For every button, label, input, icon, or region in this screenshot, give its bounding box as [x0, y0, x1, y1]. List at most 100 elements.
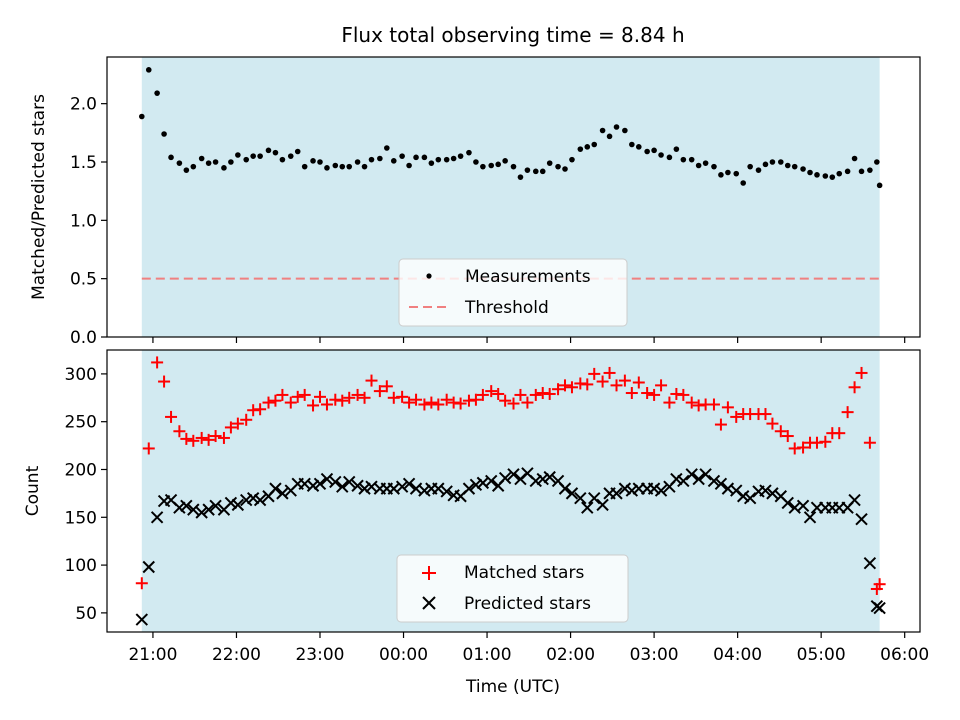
predicted-star-point — [329, 475, 342, 489]
measurement-point — [339, 163, 346, 170]
top-y-tick-label: 1.5 — [70, 153, 97, 173]
measurement-point — [635, 144, 642, 150]
measurement-point — [324, 165, 330, 171]
measurement-point — [532, 168, 539, 175]
matched-star-point — [485, 385, 498, 398]
predicted-star-point — [440, 485, 453, 498]
matched-star-point — [217, 431, 230, 444]
measurement-point — [413, 154, 419, 161]
measurement-point — [450, 155, 457, 162]
top-axes-frame — [106, 56, 921, 338]
legend-predicted-marker — [422, 596, 436, 610]
measurement-point — [361, 163, 368, 170]
measurement-point — [666, 154, 673, 161]
predicted-star-point — [796, 499, 810, 513]
matched-star-point — [432, 398, 445, 411]
measurement-point — [740, 180, 747, 186]
predicted-star-point — [343, 475, 356, 489]
predicted-star-point — [246, 491, 260, 505]
measurement-point — [161, 131, 167, 137]
predicted-star-point — [670, 472, 683, 486]
measurement-point — [443, 156, 450, 163]
measurement-point — [287, 153, 294, 159]
measurement-point — [858, 168, 865, 175]
measurement-point — [762, 161, 769, 168]
matched-star-point — [610, 379, 623, 392]
matched-star-point — [714, 418, 727, 431]
matched-star-point — [863, 436, 876, 449]
legend-matched-label: Matched stars — [464, 563, 584, 583]
measurement-point — [680, 156, 687, 163]
matched-star-point — [440, 393, 453, 406]
matched-star-point — [240, 413, 253, 426]
measurement-point — [651, 147, 657, 154]
matched-star-point — [284, 396, 297, 409]
measurement-point — [301, 163, 308, 170]
predicted-star-point — [209, 499, 222, 513]
matched-star-point — [603, 366, 616, 379]
predicted-star-point — [647, 482, 661, 495]
predicted-star-point — [699, 468, 712, 481]
bottom-y-ticks: 50 100 150 200 250 300 — [65, 365, 107, 624]
measurement-point — [279, 156, 286, 163]
matched-star-point — [663, 396, 676, 409]
predicted-star-point — [336, 480, 349, 493]
matched-star-point — [313, 390, 326, 403]
matched-star-point — [231, 417, 244, 430]
measurement-point — [257, 153, 263, 159]
measurement-point — [272, 149, 279, 156]
measurement-point — [198, 155, 205, 162]
matched-star-point — [707, 398, 720, 411]
measurement-point — [205, 160, 212, 166]
predicted-star-point — [462, 482, 476, 495]
predicted-star-point — [781, 496, 794, 510]
predicted-star-point — [173, 501, 186, 514]
matched-star-point — [507, 397, 520, 410]
matched-star-point — [151, 356, 164, 369]
matched-star-point — [187, 434, 200, 447]
matched-star-point — [781, 430, 794, 443]
predicted-star-point — [625, 484, 639, 497]
predicted-star-point — [224, 496, 238, 510]
measurement-point — [584, 144, 591, 150]
x-tick-label: 23:00 — [295, 645, 344, 665]
matched-star-point — [276, 388, 289, 401]
measurement-point — [384, 145, 390, 151]
predicted-star-point — [743, 491, 757, 505]
predicted-star-point — [142, 560, 155, 574]
matched-star-point — [848, 381, 861, 394]
measurement-point — [228, 159, 234, 165]
matched-star-point — [552, 383, 565, 396]
predicted-star-point — [581, 501, 594, 514]
matched-star-point — [819, 435, 832, 448]
bottom-y-tick-label: 50 — [75, 604, 97, 624]
matched-star-point — [476, 388, 489, 401]
measurement-point — [390, 158, 397, 164]
top-y-tick-label: 1.0 — [70, 211, 97, 231]
x-axis-label: Time (UTC) — [465, 677, 560, 697]
measurement-point — [876, 182, 883, 189]
bottom-x-ticks: 21:00 22:00 23:00 00:00 01:00 02:00 03:00 04:00… — [128, 632, 929, 665]
matched-star-point — [543, 387, 556, 400]
predicted-star-point — [677, 474, 690, 488]
predicted-star-point — [253, 493, 267, 507]
top-y-tick-label: 0.0 — [70, 328, 97, 348]
matched-star-point — [380, 380, 393, 393]
matched-star-point — [766, 417, 779, 430]
predicted-star-point — [736, 490, 750, 503]
top-y-tick-label: 0.5 — [70, 270, 97, 290]
predicted-star-point — [714, 477, 728, 491]
top-y-label: Matched/Predicted stars — [29, 94, 49, 300]
measurement-point — [221, 165, 227, 171]
predicted-star-point — [692, 472, 705, 486]
measurement-point — [406, 162, 412, 169]
measurement-point — [829, 174, 836, 180]
measurement-point — [613, 124, 620, 130]
measurement-point — [154, 90, 160, 96]
matched-star-point — [202, 433, 215, 446]
legend-matched-marker — [422, 566, 436, 580]
matched-star-point — [209, 430, 222, 443]
matched-star-point — [685, 396, 698, 409]
matched-star-point — [521, 396, 534, 409]
